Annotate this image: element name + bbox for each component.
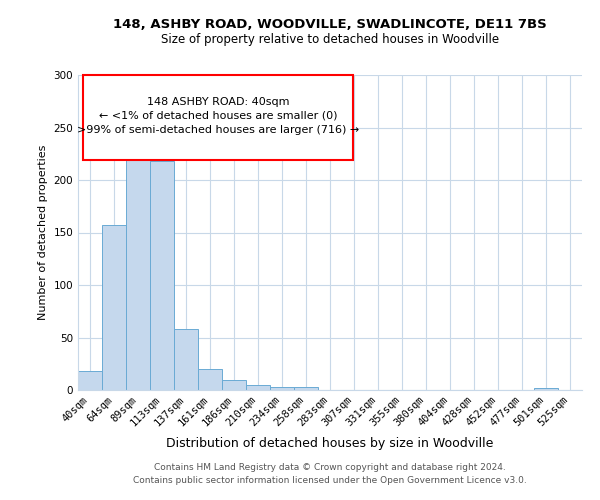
Text: 148 ASHBY ROAD: 40sqm
← <1% of detached houses are smaller (0)
>99% of semi-deta: 148 ASHBY ROAD: 40sqm ← <1% of detached … bbox=[77, 96, 359, 136]
FancyBboxPatch shape bbox=[83, 75, 353, 160]
Bar bbox=[246, 385, 270, 390]
Text: Contains HM Land Registry data © Crown copyright and database right 2024.: Contains HM Land Registry data © Crown c… bbox=[154, 464, 506, 472]
Text: 148, ASHBY ROAD, WOODVILLE, SWADLINCOTE, DE11 7BS: 148, ASHBY ROAD, WOODVILLE, SWADLINCOTE,… bbox=[113, 18, 547, 30]
X-axis label: Distribution of detached houses by size in Woodville: Distribution of detached houses by size … bbox=[166, 437, 494, 450]
Bar bbox=[294, 387, 318, 390]
Bar bbox=[78, 371, 102, 390]
Bar bbox=[150, 161, 174, 390]
Bar bbox=[534, 388, 558, 390]
Text: Size of property relative to detached houses in Woodville: Size of property relative to detached ho… bbox=[161, 32, 499, 46]
Bar bbox=[102, 225, 126, 390]
Text: Contains public sector information licensed under the Open Government Licence v3: Contains public sector information licen… bbox=[133, 476, 527, 485]
Bar bbox=[270, 387, 294, 390]
Y-axis label: Number of detached properties: Number of detached properties bbox=[38, 145, 48, 320]
Bar bbox=[198, 369, 222, 390]
Bar bbox=[174, 329, 198, 390]
Bar bbox=[126, 143, 150, 390]
Bar bbox=[222, 380, 246, 390]
